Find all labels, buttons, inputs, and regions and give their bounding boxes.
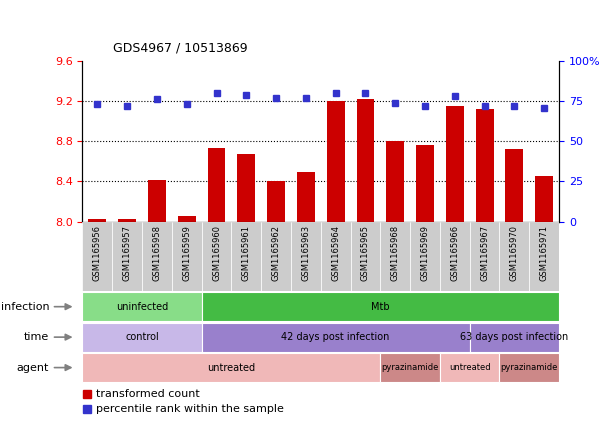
Bar: [386, 141, 404, 222]
Text: pyrazinamide: pyrazinamide: [381, 363, 439, 372]
Bar: [440, 222, 470, 291]
Text: pyrazinamide: pyrazinamide: [500, 363, 558, 372]
Bar: [208, 148, 225, 222]
Bar: [380, 353, 440, 382]
Text: 42 days post infection: 42 days post infection: [282, 332, 390, 342]
Text: 63 days post infection: 63 days post infection: [460, 332, 568, 342]
Bar: [238, 154, 255, 222]
Text: Mtb: Mtb: [371, 302, 390, 312]
Text: GSM1165956: GSM1165956: [93, 225, 102, 281]
Bar: [351, 222, 380, 291]
Bar: [202, 322, 470, 352]
Bar: [535, 176, 553, 222]
Bar: [327, 101, 345, 222]
Bar: [476, 109, 494, 222]
Bar: [297, 173, 315, 222]
Text: uninfected: uninfected: [116, 302, 168, 312]
Text: transformed count: transformed count: [97, 390, 200, 399]
Text: agent: agent: [17, 363, 49, 373]
Bar: [142, 222, 172, 291]
Bar: [148, 181, 166, 222]
Bar: [410, 222, 440, 291]
Text: GSM1165961: GSM1165961: [242, 225, 251, 281]
Bar: [82, 322, 202, 352]
Text: GSM1165963: GSM1165963: [301, 225, 310, 281]
Text: GSM1165959: GSM1165959: [182, 225, 191, 281]
Bar: [232, 222, 262, 291]
Text: GSM1165969: GSM1165969: [420, 225, 430, 281]
Bar: [178, 216, 196, 222]
Text: percentile rank within the sample: percentile rank within the sample: [97, 404, 284, 414]
Text: GSM1165964: GSM1165964: [331, 225, 340, 281]
Bar: [500, 222, 529, 291]
Text: untreated: untreated: [449, 363, 491, 372]
Text: untreated: untreated: [207, 363, 255, 373]
Bar: [112, 222, 142, 291]
Bar: [291, 222, 321, 291]
Text: GDS4967 / 10513869: GDS4967 / 10513869: [113, 41, 247, 55]
Text: control: control: [125, 332, 159, 342]
Text: GSM1165957: GSM1165957: [123, 225, 131, 281]
Bar: [119, 219, 136, 222]
Bar: [321, 222, 351, 291]
Text: GSM1165958: GSM1165958: [153, 225, 161, 281]
Bar: [262, 222, 291, 291]
Text: GSM1165966: GSM1165966: [450, 225, 459, 281]
Bar: [440, 353, 500, 382]
Text: GSM1165965: GSM1165965: [361, 225, 370, 281]
Bar: [470, 222, 500, 291]
Bar: [500, 353, 559, 382]
Bar: [82, 353, 380, 382]
Bar: [357, 99, 375, 222]
Text: GSM1165962: GSM1165962: [272, 225, 280, 281]
Text: GSM1165968: GSM1165968: [391, 225, 400, 281]
Text: GSM1165960: GSM1165960: [212, 225, 221, 281]
Bar: [172, 222, 202, 291]
Text: GSM1165967: GSM1165967: [480, 225, 489, 281]
Text: GSM1165970: GSM1165970: [510, 225, 519, 281]
Bar: [505, 149, 523, 222]
Bar: [89, 219, 106, 222]
Text: infection: infection: [1, 302, 49, 312]
Bar: [380, 222, 410, 291]
Bar: [267, 181, 285, 222]
Bar: [82, 222, 112, 291]
Bar: [416, 146, 434, 222]
Bar: [470, 322, 559, 352]
Bar: [529, 222, 559, 291]
Bar: [82, 292, 202, 321]
Bar: [202, 292, 559, 321]
Bar: [202, 222, 232, 291]
Text: time: time: [24, 332, 49, 342]
Bar: [446, 106, 464, 222]
Text: GSM1165971: GSM1165971: [540, 225, 549, 281]
